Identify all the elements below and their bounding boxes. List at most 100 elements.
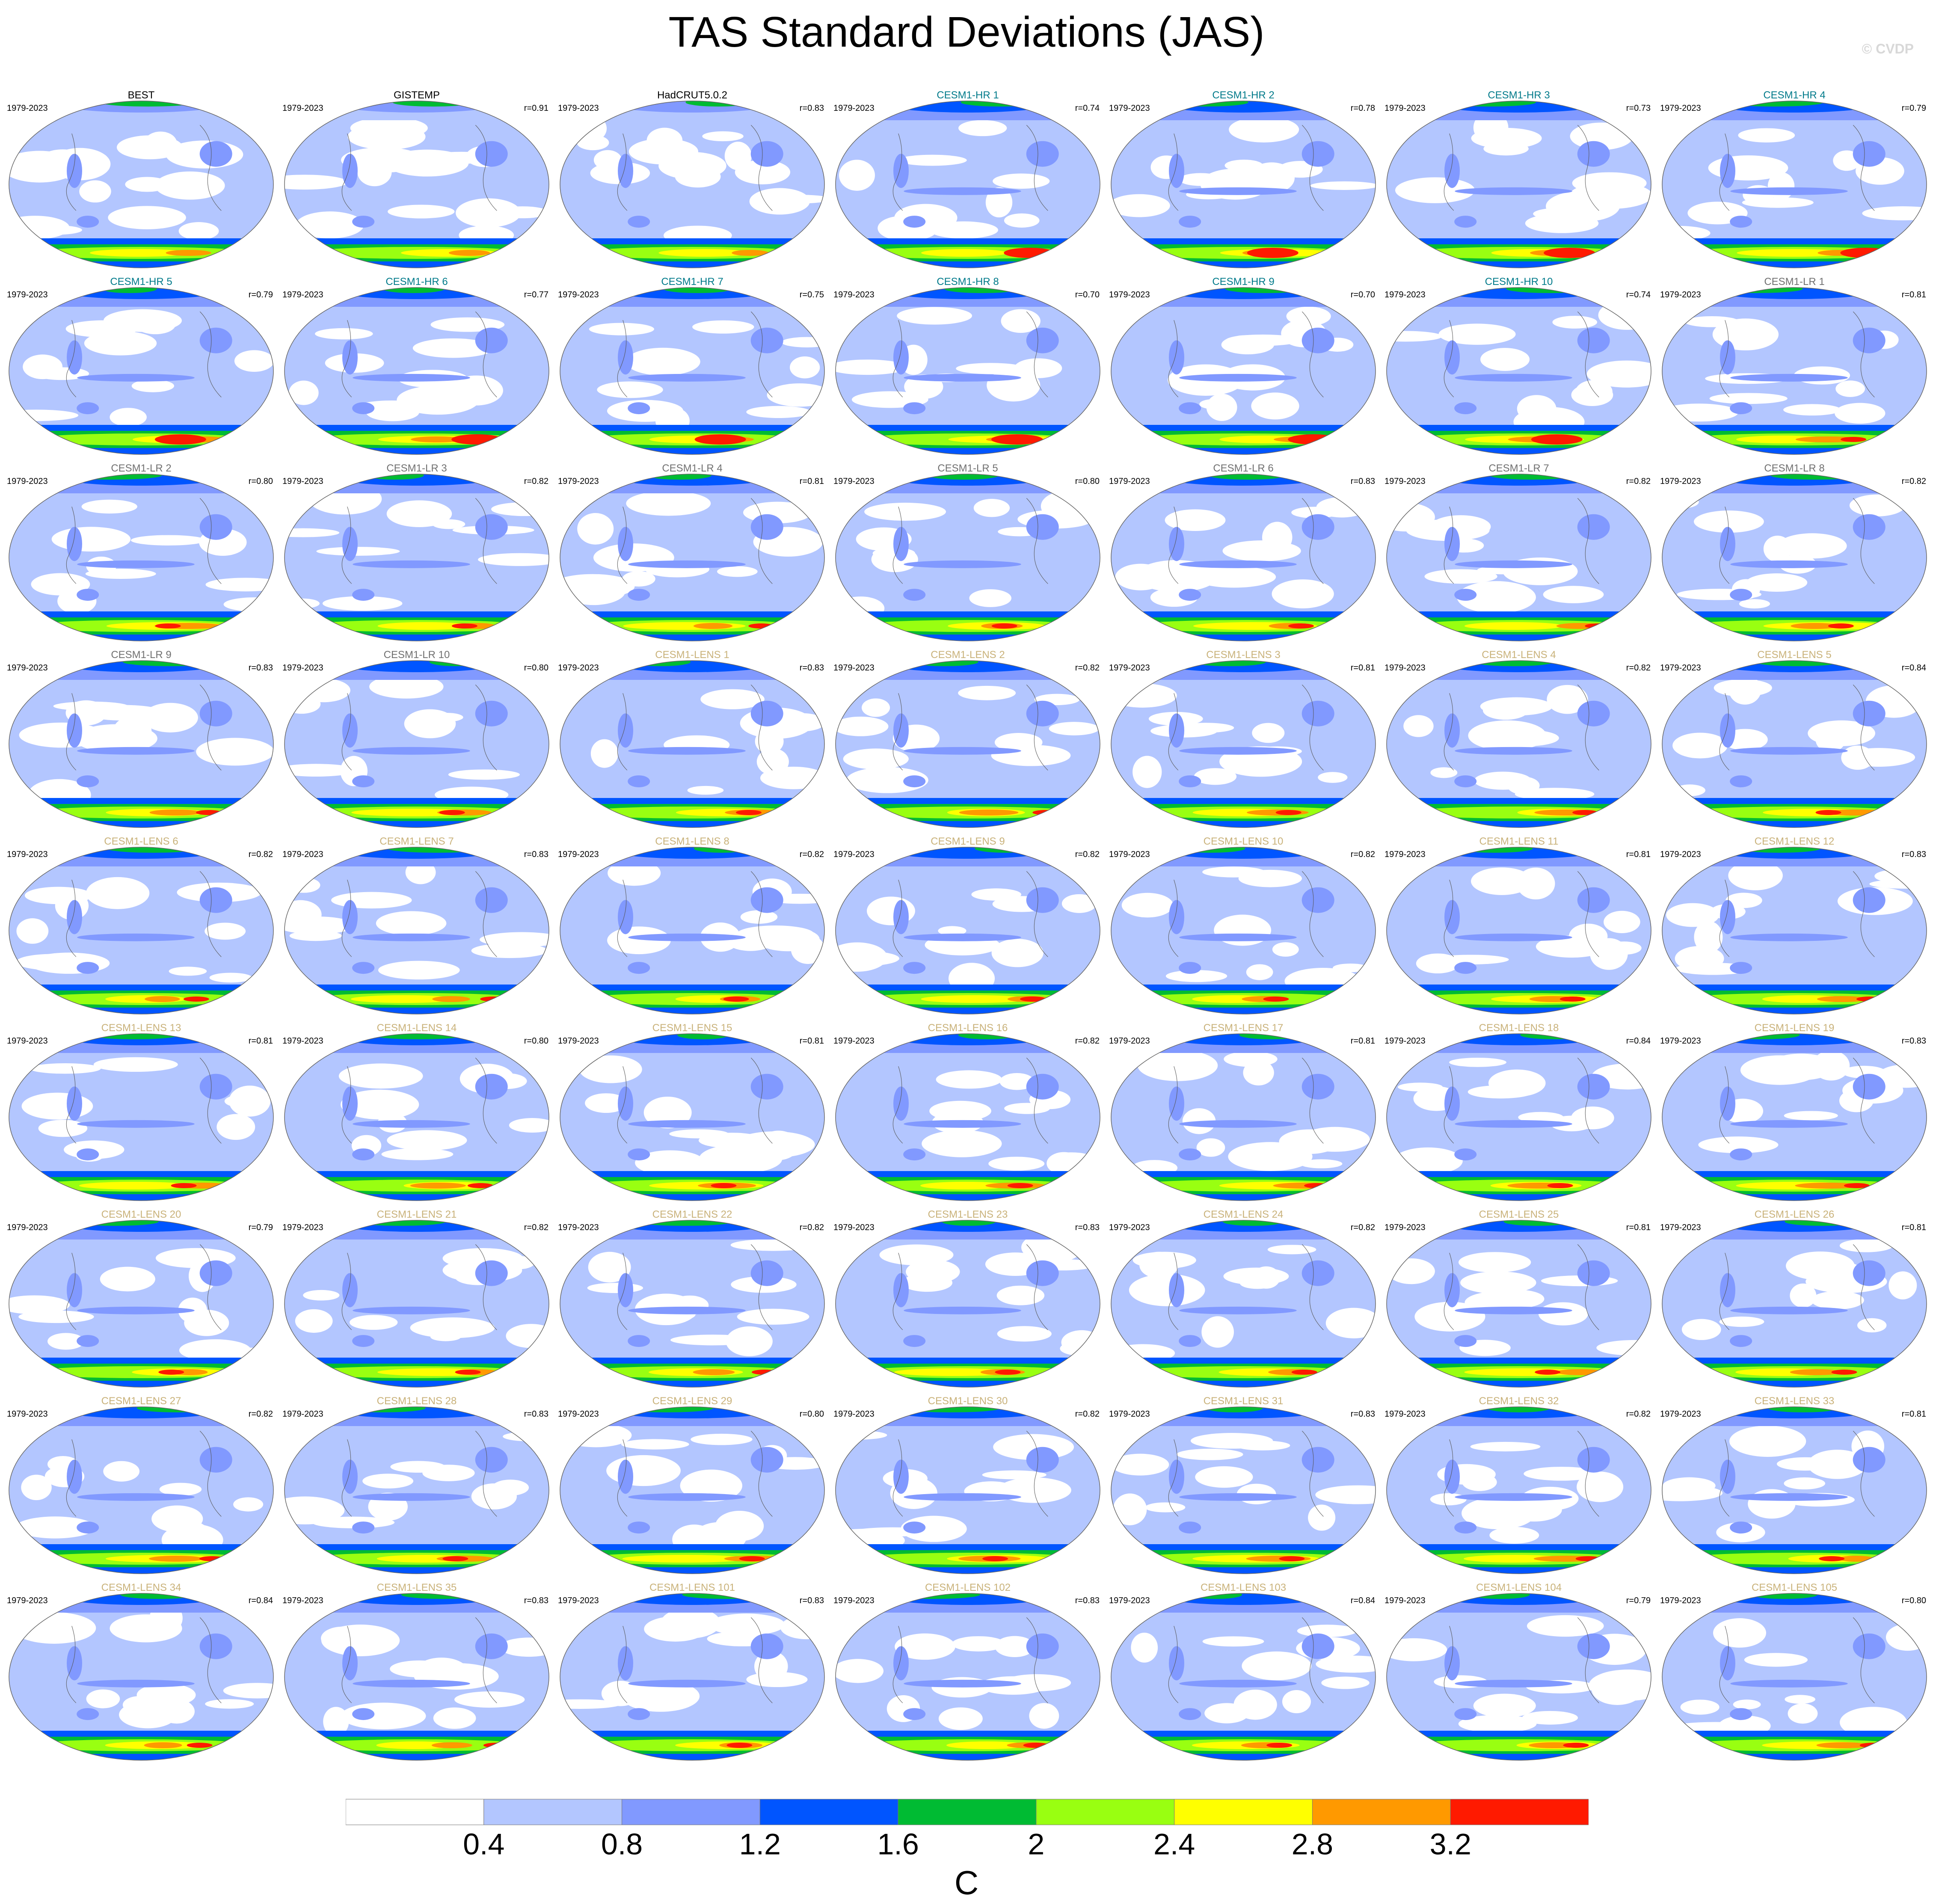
panel-years: 1979-2023 bbox=[1385, 104, 1426, 113]
panel-years: 1979-2023 bbox=[7, 290, 48, 300]
panel-correlation: r=0.82 bbox=[1626, 663, 1651, 673]
world-map bbox=[9, 1033, 274, 1201]
map-panel: CESM1-LENS 20 1979-2023 r=0.79 bbox=[4, 1207, 278, 1392]
colorbar-box bbox=[622, 1799, 760, 1825]
world-map bbox=[835, 287, 1100, 455]
map-panel: CESM1-LENS 102 1979-2023 r=0.83 bbox=[831, 1580, 1105, 1765]
map-panel: CESM1-LENS 13 1979-2023 r=0.81 bbox=[4, 1020, 278, 1205]
map-panel: CESM1-LR 9 1979-2023 r=0.83 bbox=[4, 647, 278, 832]
panel-correlation: r=0.82 bbox=[248, 850, 273, 859]
panel-title: CESM1-LR 8 bbox=[1764, 463, 1825, 474]
colorbar-box bbox=[1036, 1799, 1175, 1825]
map-panel: CESM1-HR 9 1979-2023 r=0.70 bbox=[1106, 274, 1380, 459]
panel-title: HadCRUT5.0.2 bbox=[657, 89, 728, 101]
panel-correlation: r=0.82 bbox=[524, 477, 548, 486]
world-map bbox=[560, 1033, 825, 1201]
world-map bbox=[835, 101, 1100, 268]
panel-years: 1979-2023 bbox=[833, 1596, 875, 1605]
map-panel: CESM1-LENS 103 1979-2023 r=0.84 bbox=[1106, 1580, 1380, 1765]
panel-correlation: r=0.75 bbox=[799, 290, 824, 300]
world-map bbox=[1386, 1220, 1651, 1388]
panel-years: 1979-2023 bbox=[833, 477, 875, 486]
panel-correlation: r=0.84 bbox=[1350, 1596, 1375, 1605]
map-panel: CESM1-LENS 26 1979-2023 r=0.81 bbox=[1657, 1207, 1931, 1392]
panel-years: 1979-2023 bbox=[1385, 290, 1426, 300]
panel-correlation: r=0.79 bbox=[248, 1223, 273, 1232]
map-panel: CESM1-LENS 15 1979-2023 r=0.81 bbox=[555, 1020, 829, 1205]
panel-title: CESM1-LR 6 bbox=[1213, 463, 1274, 474]
panel-correlation: r=0.81 bbox=[1901, 1409, 1926, 1419]
panel-years: 1979-2023 bbox=[1109, 1409, 1150, 1419]
panel-years: 1979-2023 bbox=[558, 290, 599, 300]
colorbar-box bbox=[1312, 1799, 1451, 1825]
panel-years: 1979-2023 bbox=[1109, 850, 1150, 859]
panel-correlation: r=0.80 bbox=[1075, 477, 1100, 486]
world-map bbox=[1662, 101, 1927, 268]
map-panel: CESM1-LENS 33 1979-2023 r=0.81 bbox=[1657, 1394, 1931, 1578]
panel-years: 1979-2023 bbox=[1660, 1409, 1701, 1419]
panel-correlation: r=0.81 bbox=[799, 477, 824, 486]
panel-years: 1979-2023 bbox=[282, 1223, 323, 1232]
world-map bbox=[560, 101, 825, 268]
panel-title: CESM1-LENS 17 bbox=[1203, 1022, 1284, 1034]
panel-title: CESM1-HR 1 bbox=[937, 89, 999, 101]
map-panel: CESM1-LENS 12 1979-2023 r=0.83 bbox=[1657, 834, 1931, 1019]
map-panel: CESM1-HR 2 1979-2023 r=0.78 bbox=[1106, 88, 1380, 273]
panel-years: 1979-2023 bbox=[558, 1409, 599, 1419]
world-map bbox=[9, 1220, 274, 1388]
world-map bbox=[1662, 287, 1927, 455]
panel-years: 1979-2023 bbox=[1109, 1036, 1150, 1046]
panel-years: 1979-2023 bbox=[1109, 477, 1150, 486]
panel-correlation: r=0.77 bbox=[524, 290, 548, 300]
panel-years: 1979-2023 bbox=[833, 1036, 875, 1046]
map-panel: CESM1-LENS 19 1979-2023 r=0.83 bbox=[1657, 1020, 1931, 1205]
panel-title: CESM1-LR 2 bbox=[111, 463, 172, 474]
panel-title: CESM1-LENS 4 bbox=[1482, 649, 1556, 661]
world-map bbox=[1386, 1593, 1651, 1761]
panel-correlation: r=0.82 bbox=[248, 1409, 273, 1419]
panel-correlation: r=0.81 bbox=[1901, 1223, 1926, 1232]
panel-years: 1979-2023 bbox=[558, 1036, 599, 1046]
map-panel: CESM1-LENS 17 1979-2023 r=0.81 bbox=[1106, 1020, 1380, 1205]
map-panel-grid: BEST 1979-2023 GISTEMP 1979-2023 r=0.91 HadCR… bbox=[4, 88, 1931, 1761]
panel-title: CESM1-LENS 13 bbox=[101, 1022, 181, 1034]
colorbar-box bbox=[483, 1799, 623, 1825]
world-map bbox=[1662, 847, 1927, 1014]
panel-years: 1979-2023 bbox=[558, 104, 599, 113]
world-map bbox=[835, 660, 1100, 828]
panel-correlation: r=0.91 bbox=[524, 104, 548, 113]
panel-title: CESM1-LENS 34 bbox=[101, 1582, 181, 1593]
panel-years: 1979-2023 bbox=[833, 1409, 875, 1419]
panel-years: 1979-2023 bbox=[1385, 1036, 1426, 1046]
panel-correlation: r=0.81 bbox=[1350, 1036, 1375, 1046]
map-panel: CESM1-LENS 32 1979-2023 r=0.82 bbox=[1382, 1394, 1656, 1578]
map-panel: CESM1-LENS 5 1979-2023 r=0.84 bbox=[1657, 647, 1931, 832]
panel-years: 1979-2023 bbox=[833, 1223, 875, 1232]
world-map bbox=[1111, 1593, 1376, 1761]
world-map bbox=[9, 1593, 274, 1761]
panel-correlation: r=0.82 bbox=[1901, 477, 1926, 486]
map-panel: CESM1-LENS 104 1979-2023 r=0.79 bbox=[1382, 1580, 1656, 1765]
world-map bbox=[9, 474, 274, 641]
panel-title: CESM1-LENS 101 bbox=[649, 1582, 735, 1593]
panel-title: CESM1-LENS 18 bbox=[1479, 1022, 1559, 1034]
panel-title: CESM1-LENS 16 bbox=[928, 1022, 1008, 1034]
panel-title: CESM1-LENS 5 bbox=[1757, 649, 1832, 661]
map-fill bbox=[1111, 101, 1376, 268]
panel-title: CESM1-LENS 30 bbox=[928, 1395, 1008, 1407]
panel-correlation: r=0.83 bbox=[799, 1596, 824, 1605]
world-map bbox=[1111, 1406, 1376, 1574]
panel-years: 1979-2023 bbox=[833, 663, 875, 673]
map-panel: CESM1-LENS 16 1979-2023 r=0.82 bbox=[831, 1020, 1105, 1205]
panel-title: CESM1-LENS 27 bbox=[101, 1395, 181, 1407]
panel-title: CESM1-LENS 28 bbox=[377, 1395, 457, 1407]
map-panel: CESM1-LENS 14 1979-2023 r=0.80 bbox=[280, 1020, 554, 1205]
panel-correlation: r=0.83 bbox=[1901, 1036, 1926, 1046]
colorbar-box bbox=[898, 1799, 1037, 1825]
panel-title: CESM1-LENS 31 bbox=[1203, 1395, 1284, 1407]
world-map bbox=[560, 1406, 825, 1574]
panel-years: 1979-2023 bbox=[7, 477, 48, 486]
panel-years: 1979-2023 bbox=[1109, 1223, 1150, 1232]
world-map bbox=[284, 474, 549, 641]
panel-title: CESM1-LENS 20 bbox=[101, 1209, 181, 1220]
